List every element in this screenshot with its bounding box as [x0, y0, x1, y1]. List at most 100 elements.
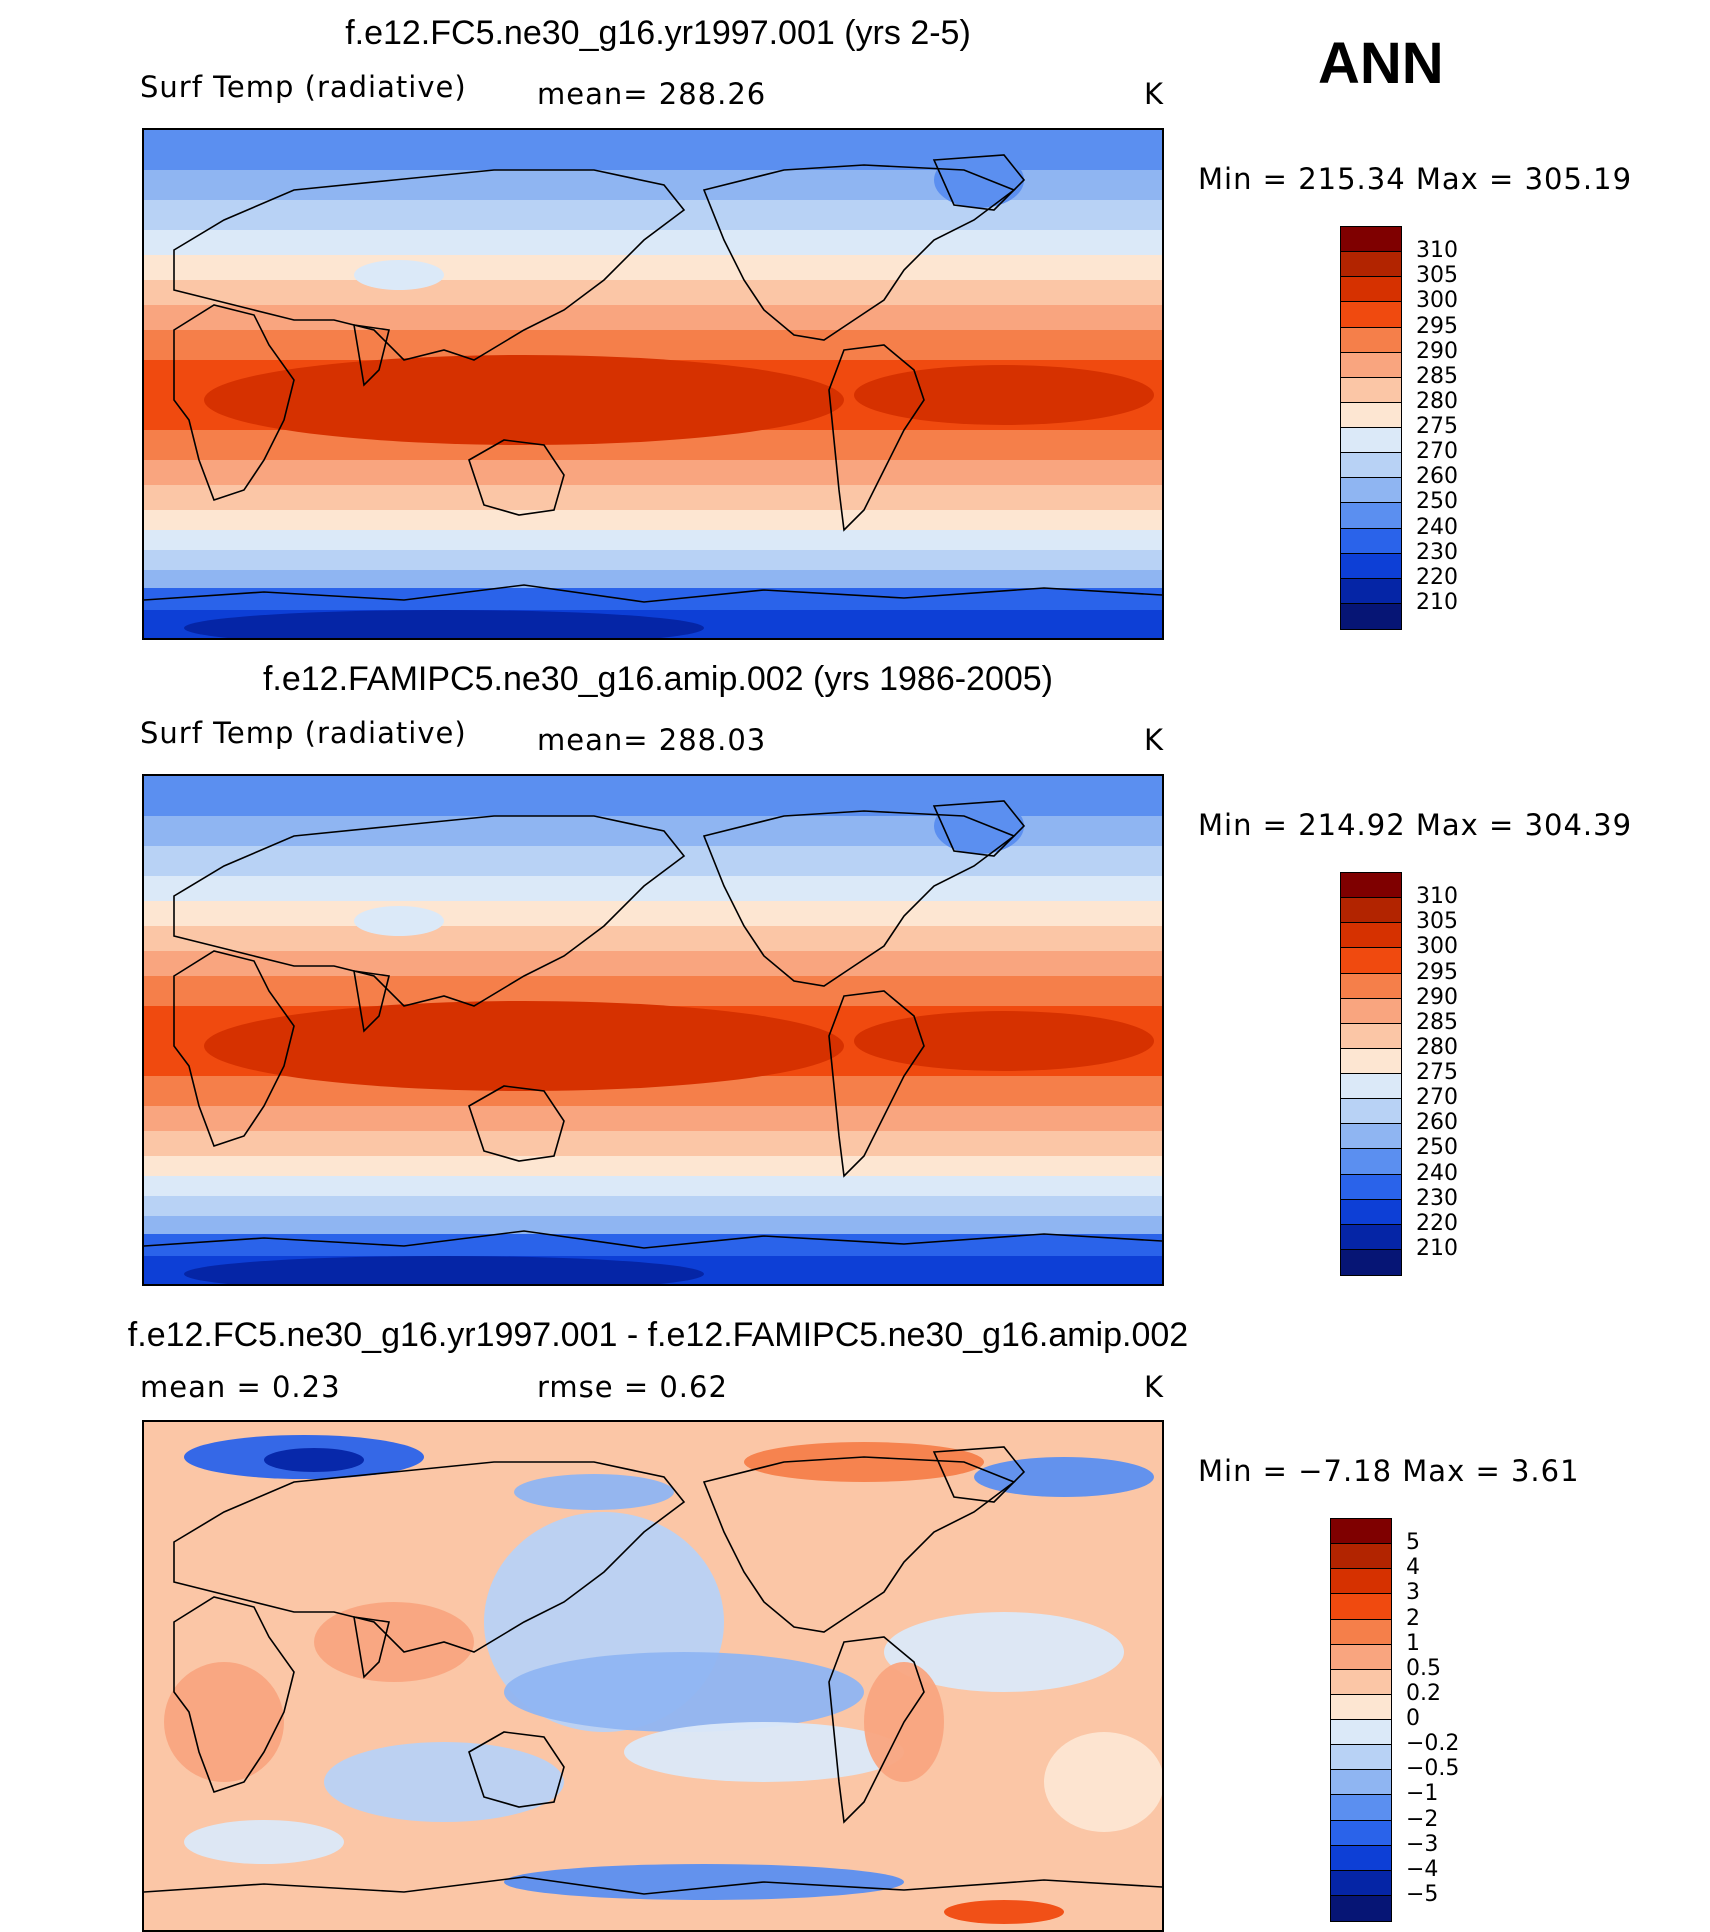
colorbar-swatch [1341, 478, 1401, 504]
coastline [468, 1085, 565, 1162]
colorbar-tick-label: 240 [1416, 1160, 1458, 1186]
anomaly-blob [624, 1722, 904, 1782]
colorbar-tick-label: 280 [1416, 1034, 1458, 1060]
temperature-band [144, 588, 1162, 610]
panel-2-field [144, 776, 1162, 1284]
colorbar-tick-label: 310 [1416, 884, 1458, 910]
temperature-band [144, 1106, 1162, 1131]
temperature-band [144, 846, 1162, 876]
colorbar-tick-label: 285 [1416, 1009, 1458, 1035]
colorbar-swatch [1331, 1519, 1391, 1545]
colorbar-tick-label: 295 [1416, 959, 1458, 985]
colorbar-swatch [1331, 1795, 1391, 1821]
panel-3-title: f.e12.FC5.ne30_g16.yr1997.001 - f.e12.FA… [127, 1316, 1189, 1354]
temperature-band [144, 255, 1162, 280]
panel-3-map [142, 1420, 1164, 1932]
coastline [353, 970, 390, 1033]
coastline [702, 164, 1016, 341]
coastline [173, 815, 686, 1007]
panel-1-minmax: Min = 215.34 Max = 305.19 [1198, 162, 1633, 196]
colorbar-swatch [1341, 1149, 1401, 1175]
warm-pool [204, 355, 844, 445]
colorbar-swatch [1341, 453, 1401, 479]
temperature-band [144, 550, 1162, 570]
colorbar-tick-label: 0 [1406, 1706, 1420, 1731]
colorbar-swatch [1341, 898, 1401, 924]
anomaly-blob [944, 1900, 1064, 1924]
colorbar-swatch [1331, 1745, 1391, 1771]
colorbar-tick-label: 305 [1416, 909, 1458, 935]
colorbar-tick-label: 1 [1406, 1630, 1420, 1656]
colorbar-tick-label: 5 [1406, 1530, 1420, 1556]
colorbar-swatch [1341, 1224, 1401, 1250]
colorbar-tick-label: −0.2 [1406, 1731, 1460, 1757]
colorbar-swatch [1341, 973, 1401, 999]
colorbar-tick-label: 300 [1416, 934, 1458, 960]
colorbar-swatch [1331, 1720, 1391, 1746]
panel-2-minmax: Min = 214.92 Max = 304.39 [1198, 808, 1633, 842]
temperature-band [144, 901, 1162, 926]
colorbar-swatch [1341, 302, 1401, 328]
temperature-band [144, 530, 1162, 550]
panel-3-mean: mean = 0.23 [140, 1370, 341, 1404]
warm-pool [204, 1001, 844, 1091]
panel-2-title: f.e12.FAMIPC5.ne30_g16.amip.002 (yrs 198… [262, 660, 1054, 698]
colorbar-swatch [1331, 1569, 1391, 1595]
panel-1-mean: mean= 288.26 [537, 77, 767, 111]
colorbar-tick-label: 4 [1406, 1555, 1420, 1581]
anomaly-blob [324, 1742, 564, 1822]
coastline [173, 1596, 295, 1794]
coastline [144, 1230, 1162, 1249]
colorbar-tick-label: 300 [1416, 288, 1458, 314]
colorbar-swatch [1341, 873, 1401, 899]
colorbar-swatch [1341, 252, 1401, 278]
colorbar-tick-label: 220 [1416, 564, 1458, 590]
warm-pool-atlantic [854, 1011, 1154, 1071]
colorbar-tick-label: 230 [1416, 1185, 1458, 1211]
temperature-band [144, 485, 1162, 510]
panel-2-colorbar [1340, 872, 1402, 1276]
colorbar-tick-label: 3 [1406, 1580, 1420, 1606]
anomaly-blob [184, 1820, 344, 1864]
colorbar-tick-label: 275 [1416, 414, 1458, 439]
colorbar-swatch [1341, 402, 1401, 428]
colorbar-swatch [1341, 428, 1401, 454]
panel-1-units: K [1144, 77, 1165, 111]
colorbar-tick-label: 305 [1416, 263, 1458, 289]
season-label: ANN [1318, 31, 1444, 96]
colorbar-tick-label: 210 [1416, 1235, 1458, 1261]
colorbar-tick-label: −5 [1406, 1881, 1439, 1907]
colorbar-swatch [1331, 1669, 1391, 1695]
colorbar-tick-label: 210 [1416, 589, 1458, 615]
anomaly-blob [504, 1864, 904, 1900]
coastline [173, 1461, 686, 1653]
tibet-cold-spot [354, 260, 444, 290]
anomaly-blob [744, 1442, 984, 1482]
panel-1-colorbar [1340, 226, 1402, 630]
panel-1-map [142, 128, 1164, 640]
temperature-band [144, 951, 1162, 976]
colorbar-swatch [1331, 1870, 1391, 1896]
colorbar-swatch [1331, 1594, 1391, 1620]
colorbar-tick-label: 285 [1416, 363, 1458, 389]
colorbar-swatch [1331, 1845, 1391, 1871]
colorbar-tick-label: 280 [1416, 388, 1458, 414]
temperature-band [144, 926, 1162, 951]
colorbar-swatch [1341, 227, 1401, 253]
colorbar-tick-label: −4 [1406, 1856, 1439, 1882]
coastline [353, 324, 390, 387]
colorbar-tick-label: 0.5 [1406, 1655, 1441, 1681]
coastline [828, 1636, 925, 1824]
colorbar-swatch [1341, 1023, 1401, 1049]
colorbar-swatch [1331, 1619, 1391, 1645]
panel-2-units: K [1144, 723, 1165, 757]
panel-1-title: f.e12.FC5.ne30_g16.yr1997.001 (yrs 2-5) [345, 14, 971, 52]
colorbar-tick-label: 230 [1416, 539, 1458, 565]
colorbar-swatch [1341, 1124, 1401, 1150]
panel-2-variable: Surf Temp (radiative) [140, 716, 467, 750]
colorbar-swatch [1341, 948, 1401, 974]
colorbar-tick-label: 290 [1416, 338, 1458, 364]
colorbar-tick-label: −1 [1406, 1781, 1439, 1807]
colorbar-tick-label: 0.2 [1406, 1680, 1441, 1706]
colorbar-swatch [1331, 1644, 1391, 1670]
